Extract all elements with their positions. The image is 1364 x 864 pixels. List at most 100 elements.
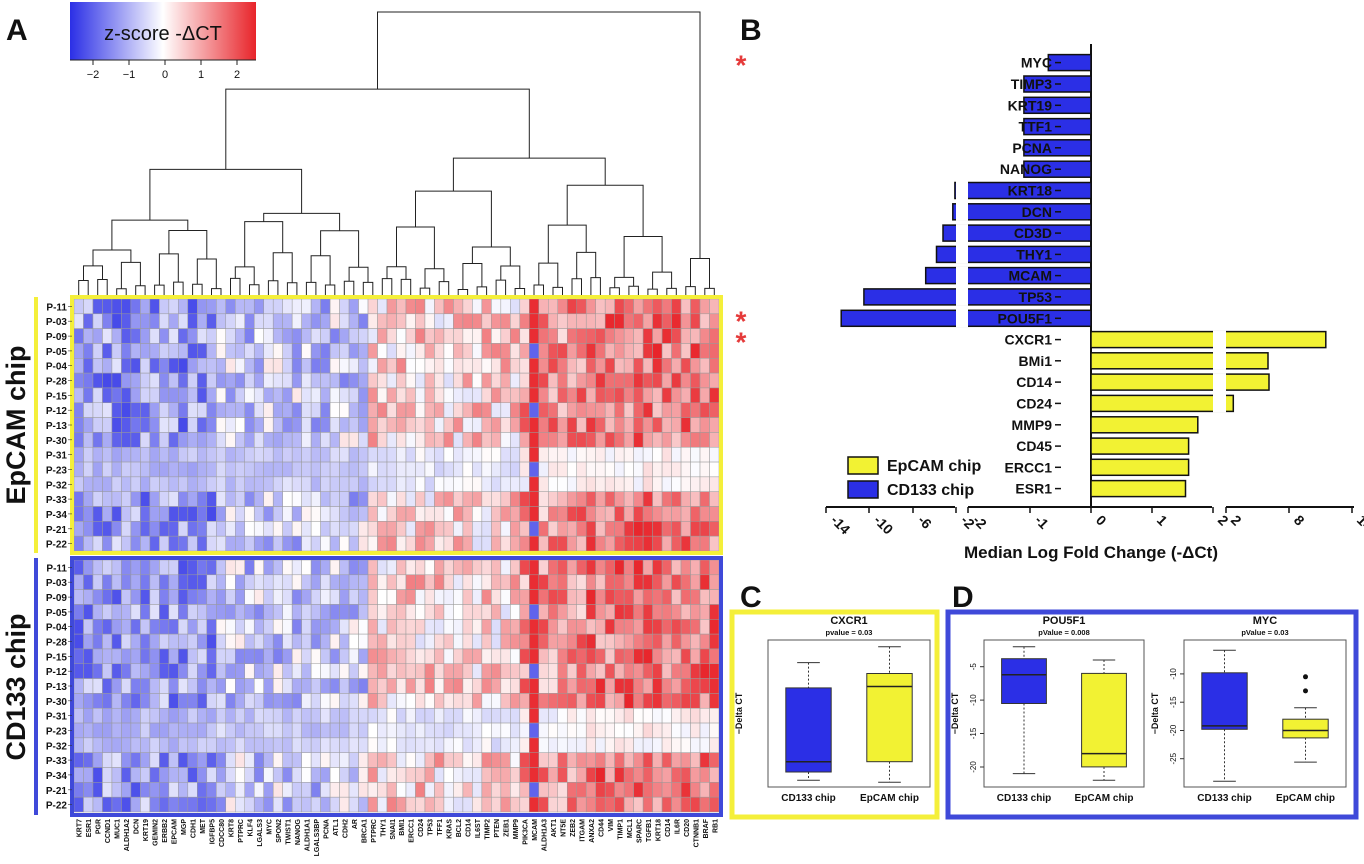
heatmap-cell: [548, 752, 559, 768]
heatmap-cell: [405, 707, 416, 724]
heatmap-cell: [652, 432, 663, 448]
heatmap-cell: [633, 298, 644, 315]
heatmap-cell: [187, 693, 198, 709]
dendrogram-link: [686, 287, 696, 295]
heatmap-cell: [102, 604, 113, 620]
heatmap-cell: [291, 589, 302, 605]
heatmap-cell: [538, 491, 549, 507]
heatmap-cell: [282, 521, 293, 537]
heatmap-cell: [235, 589, 245, 605]
heatmap-cell: [453, 387, 464, 404]
heatmap-cell: [339, 796, 350, 813]
heatmap-cell: [253, 559, 264, 576]
heatmap-cell: [282, 604, 293, 620]
heatmap-cell: [272, 678, 283, 694]
heatmap-cell: [415, 737, 426, 753]
heatmap-cell: [699, 633, 710, 650]
heatmap-cell: [367, 343, 378, 359]
heatmap-cell: [576, 476, 587, 492]
patient-label: P-22: [46, 801, 68, 812]
heatmap-cell: [500, 648, 511, 665]
heatmap-cell: [585, 432, 596, 448]
heatmap-cell: [604, 737, 615, 753]
heatmap-cell: [130, 298, 141, 315]
heatmap-cell: [481, 506, 492, 522]
heatmap-cell: [671, 604, 682, 620]
box: [1201, 672, 1248, 730]
heatmap-cell: [510, 461, 521, 478]
heatmap-cell: [102, 574, 113, 590]
heatmap-cell: [709, 767, 720, 783]
heatmap-cell: [367, 372, 378, 389]
heatmap-cell: [661, 619, 672, 635]
gene-label: CD14: [665, 819, 672, 837]
heatmap-cell: [699, 328, 710, 344]
heatmap-cell: [168, 678, 179, 694]
heatmap-cell: [424, 446, 435, 463]
heatmap-cell: [197, 328, 208, 344]
heatmap-cell: [348, 506, 359, 522]
heatmap-cell: [462, 506, 473, 522]
heatmap-cell: [225, 589, 236, 605]
heatmap-cell: [557, 796, 568, 813]
heatmap-cell: [291, 707, 302, 724]
heatmap-cell: [386, 782, 397, 798]
heatmap-cell: [472, 678, 483, 694]
heatmap-cell: [149, 432, 160, 448]
heatmap-cell: [367, 476, 378, 492]
heatmap-cell: [83, 648, 94, 665]
heatmap-cell: [614, 737, 625, 753]
heatmap-cell: [178, 633, 189, 650]
heatmap-cell: [557, 461, 568, 478]
heatmap-cell: [130, 737, 141, 753]
heatmap-cell: [500, 707, 511, 724]
heatmap-cell: [206, 737, 217, 753]
heatmap-cell: [690, 693, 701, 709]
heatmap-cell: [529, 491, 540, 507]
heatmap-cell: [434, 782, 445, 798]
heatmap-cell: [329, 796, 340, 813]
heatmap-cell: [566, 521, 577, 537]
heatmap-cell: [462, 767, 473, 783]
heatmap-cell: [576, 387, 587, 404]
heatmap-cell: [548, 387, 559, 404]
legend-swatch: [847, 456, 879, 475]
heatmap-cell: [699, 678, 710, 694]
heatmap-cell: [462, 648, 473, 665]
heatmap-cell: [253, 693, 264, 709]
heatmap-cell: [642, 328, 653, 344]
heatmap-cell: [130, 402, 141, 418]
heatmap-cell: [130, 358, 141, 374]
heatmap-cell: [510, 604, 521, 620]
heatmap-cell: [272, 752, 283, 768]
heatmap-cell: [585, 402, 596, 418]
heatmap-cell: [159, 521, 170, 537]
heatmap-cell: [642, 752, 653, 768]
heatmap-cell: [386, 663, 397, 679]
heatmap-cell: [604, 648, 615, 665]
heatmap-cell: [680, 461, 691, 478]
heatmap-cell: [576, 343, 587, 359]
heatmap-cell: [595, 648, 606, 665]
heatmap-cell: [121, 506, 132, 522]
heatmap-cell: [168, 372, 179, 389]
heatmap-cell: [396, 678, 407, 694]
heatmap-cell: [680, 313, 691, 329]
heatmap-cell: [272, 432, 283, 448]
heatmap-cell: [149, 767, 160, 783]
dendrogram-link: [534, 285, 544, 295]
patient-label: P-30: [46, 436, 68, 447]
heatmap-cell: [453, 402, 464, 418]
heatmap-cell: [557, 298, 568, 315]
heatmap-cell: [585, 663, 596, 679]
heatmap-cell: [263, 604, 274, 620]
heatmap-cell: [282, 619, 293, 635]
heatmap-cell: [121, 372, 132, 389]
heatmap-cell: [149, 372, 160, 389]
heatmap-cell: [548, 589, 559, 605]
heatmap-cell: [690, 343, 701, 359]
heatmap-cell: [140, 476, 151, 492]
legend-tick-label: 1: [198, 69, 204, 81]
heatmap-cell: [102, 663, 113, 679]
heatmap-cell: [235, 402, 245, 418]
